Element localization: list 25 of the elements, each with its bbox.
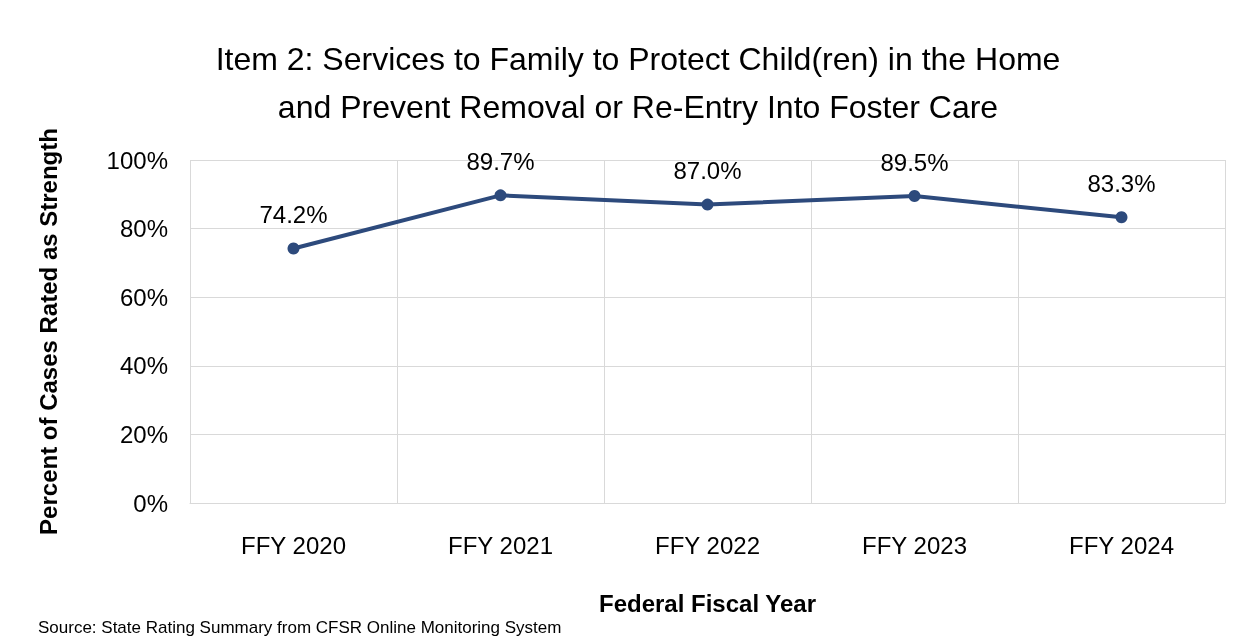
x-tick-label: FFY 2023	[862, 531, 967, 559]
y-tick-label: 20%	[119, 420, 168, 448]
data-label: 87.0%	[673, 157, 742, 185]
x-axis-title: Federal Fiscal Year	[598, 589, 817, 617]
point	[287, 242, 300, 255]
y-axis-title: Percent of Cases Rated as Strength	[34, 128, 62, 535]
y-tick-label: 40%	[119, 352, 168, 380]
point	[701, 198, 714, 211]
x-tick-label: FFY 2020	[241, 531, 346, 559]
y-tick-label: 80%	[119, 215, 168, 243]
y-tick-label: 60%	[119, 283, 168, 311]
data-label: 89.5%	[880, 148, 949, 176]
point	[1115, 211, 1128, 224]
y-tick-label: 100%	[106, 146, 168, 174]
point	[908, 190, 921, 203]
data-label: 89.7%	[466, 147, 535, 175]
x-tick-label: FFY 2022	[655, 531, 760, 559]
point	[494, 189, 507, 202]
data-label: 74.2%	[259, 200, 328, 228]
y-tick-label: 0%	[133, 489, 168, 517]
x-tick-label: FFY 2024	[1069, 531, 1174, 559]
chart-title: Item 2: Services to Family to Protect Child(ren) in the Home and Prevent Removal or Re-Entry Into Foster Care	[215, 41, 1061, 125]
source-note: Source: State Rating Summary from CFSR Online Monitoring System	[38, 618, 562, 637]
data-label: 83.3%	[1087, 169, 1156, 197]
x-tick-label: FFY 2021	[448, 531, 553, 559]
